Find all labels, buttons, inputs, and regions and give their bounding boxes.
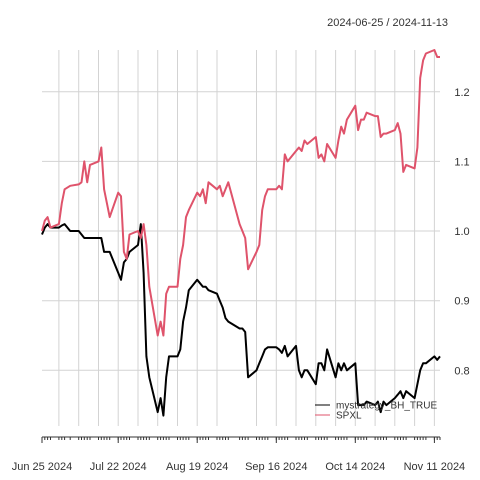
x-tick-label: Oct 14 2024 xyxy=(325,461,385,473)
x-tick-label: Sep 16 2024 xyxy=(245,461,307,473)
legend-label: SPXL xyxy=(336,411,362,422)
x-tick-label: Nov 11 2024 xyxy=(404,461,466,473)
y-grid xyxy=(42,91,440,371)
y-tick-label: 0.9 xyxy=(454,296,469,308)
legend-label: mystrategy_BH_TRUE xyxy=(336,401,437,412)
x-tick-label: Jun 25 2024 xyxy=(12,461,73,473)
x-tick-label: Aug 19 2024 xyxy=(166,461,228,473)
y-tick-label: 1.0 xyxy=(454,226,469,238)
y-axis: 0.8 0.9 1.0 1.1 1.2 xyxy=(454,87,469,377)
x-grid xyxy=(58,50,435,426)
y-tick-label: 1.2 xyxy=(454,87,469,99)
x-axis: Jun 25 2024 Jul 22 2024 Aug 19 2024 Sep 16 … xyxy=(12,436,466,473)
y-tick-label: 0.8 xyxy=(454,365,469,377)
date-range-label: 2024-06-25 / 2024-11-13 xyxy=(327,17,448,29)
y-tick-label: 1.1 xyxy=(454,156,469,168)
series-line-spxl xyxy=(41,49,440,337)
series-line-mystrategy-bh-true xyxy=(41,223,441,417)
x-tick-label: Jul 22 2024 xyxy=(90,461,147,473)
series-layer xyxy=(41,49,441,417)
